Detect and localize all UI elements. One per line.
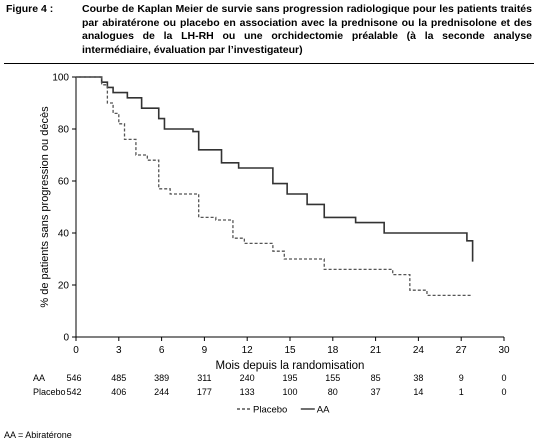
risk-cell: 155 bbox=[325, 373, 340, 383]
risk-row-label-aa: AA bbox=[33, 373, 45, 383]
x-tick-label: 12 bbox=[242, 345, 254, 356]
risk-cell: 0 bbox=[501, 387, 506, 397]
caption-divider bbox=[4, 63, 534, 64]
risk-cell: 195 bbox=[282, 373, 297, 383]
risk-cell: 389 bbox=[154, 373, 169, 383]
curve-aa bbox=[76, 76, 474, 262]
legend-label-aa: AA bbox=[317, 405, 330, 416]
risk-cell: 1 bbox=[459, 387, 464, 397]
x-axis-title: Mois depuis la randomisation bbox=[216, 360, 365, 372]
y-tick-label: 60 bbox=[58, 177, 70, 188]
figure-label: Figure 4 : bbox=[6, 3, 54, 15]
risk-cell: 80 bbox=[328, 387, 338, 397]
y-tick-label: 0 bbox=[63, 333, 69, 344]
x-tick-label: 27 bbox=[456, 345, 468, 356]
risk-cell: 542 bbox=[66, 387, 81, 397]
y-tick-label: 80 bbox=[58, 125, 70, 136]
risk-cell: 406 bbox=[111, 387, 126, 397]
curve-placebo bbox=[76, 76, 473, 297]
risk-cell: 133 bbox=[240, 387, 255, 397]
x-tick-label: 24 bbox=[413, 345, 425, 356]
risk-cell: 244 bbox=[154, 387, 169, 397]
risk-cell: 9 bbox=[459, 373, 464, 383]
x-tick-label: 21 bbox=[370, 345, 382, 356]
y-tick-label: 40 bbox=[58, 229, 70, 240]
y-tick-label: 100 bbox=[52, 73, 69, 84]
risk-cell: 38 bbox=[413, 373, 423, 383]
y-axis-title: % de patients sans progression ou décès bbox=[39, 106, 51, 308]
x-tick-label: 18 bbox=[327, 345, 339, 356]
x-tick-label: 0 bbox=[73, 345, 79, 356]
risk-cell: 37 bbox=[371, 387, 381, 397]
risk-cell: 546 bbox=[66, 373, 81, 383]
x-tick-label: 15 bbox=[284, 345, 296, 356]
y-tick-label: 20 bbox=[58, 281, 70, 292]
risk-cell: 100 bbox=[282, 387, 297, 397]
risk-cell: 85 bbox=[371, 373, 381, 383]
risk-cell: 177 bbox=[197, 387, 212, 397]
risk-cell: 14 bbox=[413, 387, 423, 397]
figure-caption: Courbe de Kaplan Meier de survie sans pr… bbox=[82, 3, 532, 56]
legend-label-placebo: Placebo bbox=[253, 405, 287, 416]
x-tick-label: 3 bbox=[116, 345, 122, 356]
risk-cell: 485 bbox=[111, 373, 126, 383]
risk-row-label-placebo: Placebo bbox=[33, 387, 66, 397]
risk-cell: 0 bbox=[501, 373, 506, 383]
x-tick-label: 6 bbox=[159, 345, 165, 356]
risk-cell: 311 bbox=[197, 373, 211, 383]
x-tick-label: 9 bbox=[202, 345, 208, 356]
legend: Placebo AA bbox=[237, 405, 330, 416]
risk-cell: 240 bbox=[240, 373, 255, 383]
footnote: AA = Abiratérone bbox=[4, 430, 72, 440]
axes: 0 3 6 9 12 15 18 21 24 27 30 0 20 40 60 80 100 Mois depui… bbox=[39, 73, 510, 373]
x-tick-label: 30 bbox=[498, 345, 510, 356]
survival-curves bbox=[76, 76, 474, 297]
